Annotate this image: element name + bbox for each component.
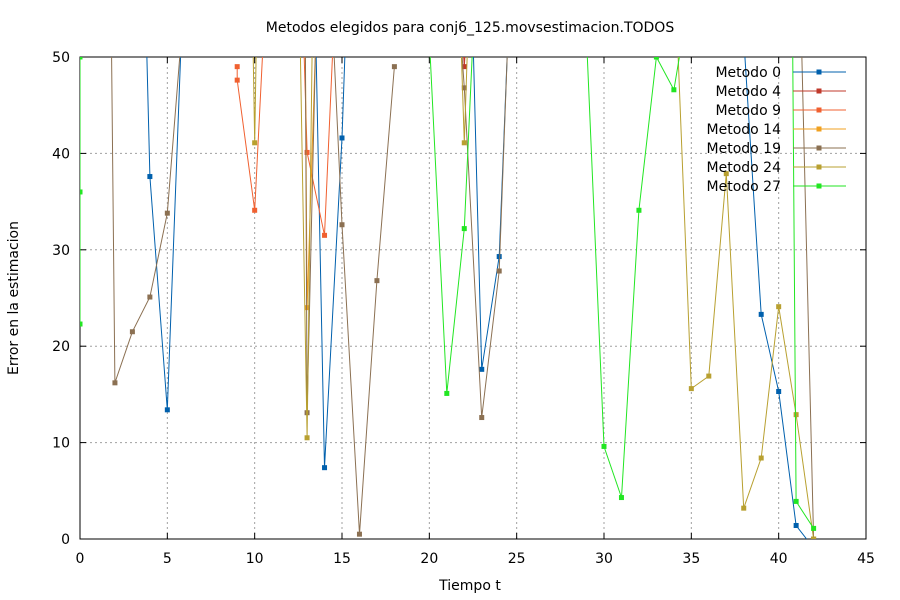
data-point: [80, 321, 83, 327]
x-axis-label: Tiempo t: [438, 578, 501, 594]
data-point: [80, 189, 83, 195]
data-point: [479, 366, 485, 372]
data-point: [601, 443, 607, 449]
y-tick-label: 40: [52, 146, 70, 162]
data-point: [444, 390, 450, 396]
data-point: [811, 525, 817, 531]
data-point: [671, 87, 677, 93]
series-line-0: [146, 57, 807, 539]
x-tick-label: 45: [857, 551, 875, 567]
legend-swatch-point: [816, 107, 822, 113]
y-tick-label: 10: [52, 436, 70, 452]
data-point: [391, 64, 397, 70]
legend-label: Metodo 24: [707, 160, 782, 176]
data-point: [479, 415, 485, 421]
data-point: [758, 311, 764, 317]
x-tick-label: 20: [420, 551, 438, 567]
data-point: [164, 407, 170, 413]
y-tick-label: 20: [52, 339, 70, 355]
data-point: [618, 495, 624, 501]
y-tick-label: 30: [52, 243, 70, 259]
legend-swatch-point: [816, 164, 822, 170]
data-point: [776, 389, 782, 395]
legend-swatch-point: [816, 126, 822, 132]
series-layer: [80, 57, 817, 539]
data-point: [252, 207, 258, 213]
data-point: [461, 85, 467, 91]
data-point: [461, 226, 467, 232]
data-point: [793, 412, 799, 418]
data-point: [234, 77, 240, 83]
data-point: [374, 278, 380, 284]
legend-swatch-point: [816, 183, 822, 189]
data-point: [688, 386, 694, 392]
x-tick-label: 5: [163, 551, 172, 567]
data-point: [811, 536, 817, 539]
data-point: [304, 435, 310, 441]
data-point: [129, 329, 135, 335]
data-point: [461, 64, 467, 70]
data-point: [339, 222, 345, 228]
legend-swatch-point: [816, 69, 822, 75]
data-point: [304, 149, 310, 155]
data-point: [776, 304, 782, 310]
data-point: [322, 232, 328, 238]
y-tick-label: 50: [52, 50, 70, 66]
data-point: [461, 140, 467, 146]
x-tick-label: 0: [76, 551, 85, 567]
x-tick-label: 35: [682, 551, 700, 567]
x-tick-label: 15: [333, 551, 351, 567]
data-point: [758, 455, 764, 461]
legend-label: Metodo 0: [715, 65, 781, 81]
legend-label: Metodo 19: [707, 141, 781, 157]
y-axis-label: Error en la estimacion: [6, 221, 22, 375]
legend-label: Metodo 9: [715, 103, 781, 119]
data-point: [496, 268, 502, 274]
data-point: [112, 380, 118, 386]
data-point: [339, 135, 345, 141]
legend-label: Metodo 4: [715, 84, 781, 100]
legend-label: Metodo 14: [707, 122, 782, 138]
data-point: [80, 57, 83, 60]
x-tick-label: 30: [595, 551, 613, 567]
legend-swatch-point: [816, 88, 822, 94]
axis-ticks: 0 5 10 15 20 25 30 35 40 45 0 10 20 30 40 50: [52, 50, 875, 567]
chart-title: Metodos elegidos para conj6_125.movsesti…: [266, 20, 675, 36]
data-point: [793, 523, 799, 529]
legend-swatch-point: [816, 145, 822, 151]
legend-label: Metodo 27: [707, 179, 781, 195]
data-point: [706, 373, 712, 379]
data-point: [147, 294, 153, 300]
data-point: [322, 465, 328, 471]
data-point: [234, 64, 240, 70]
data-point: [164, 210, 170, 216]
data-point: [793, 498, 799, 504]
data-point: [496, 254, 502, 260]
data-point: [723, 171, 729, 177]
x-tick-label: 25: [508, 551, 526, 567]
y-tick-label: 0: [61, 532, 70, 548]
data-point: [653, 57, 659, 60]
data-point: [636, 207, 642, 213]
x-tick-label: 40: [770, 551, 788, 567]
data-point: [356, 531, 362, 537]
legend: Metodo 0 Metodo 4 Metodo 9 Metodo 14 Metodo …: [707, 65, 846, 195]
x-tick-label: 10: [246, 551, 264, 567]
data-point: [252, 140, 258, 146]
data-point: [147, 174, 153, 180]
data-point: [741, 505, 747, 511]
